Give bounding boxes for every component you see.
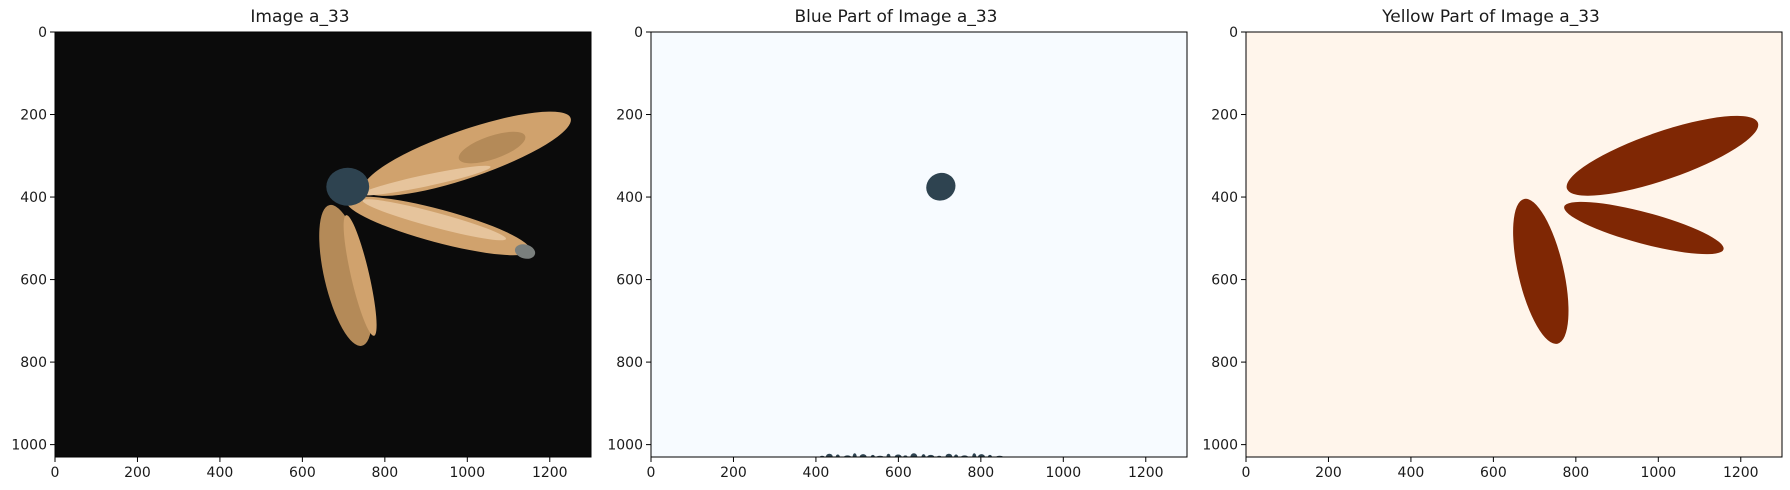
x-tick-label: 600	[1480, 465, 1507, 481]
x-tick-label: 800	[1562, 465, 1589, 481]
y-tick-label: 800	[20, 355, 47, 371]
y-tick-label: 400	[20, 190, 47, 206]
lower-petal	[319, 204, 373, 346]
image-area	[55, 32, 591, 457]
x-tick-label: 200	[1315, 465, 1342, 481]
noise-speck	[859, 454, 867, 457]
chart-title: Yellow Part of Image a_33	[1382, 7, 1600, 27]
y-tick-label: 200	[1211, 108, 1238, 124]
noise-speck	[972, 453, 977, 457]
y-tick-label: 1000	[11, 438, 47, 454]
upper-petal-highlight	[361, 165, 491, 196]
x-tick-label: 800	[967, 465, 994, 481]
y-tick-label: 1000	[607, 438, 643, 454]
noise-speck	[894, 454, 902, 457]
lower-petal-inner	[343, 215, 377, 336]
y-tick-label: 600	[1211, 273, 1238, 289]
y-tick-label: 0	[38, 25, 47, 41]
noise-speck	[835, 454, 840, 457]
noise-speck	[870, 454, 875, 457]
x-tick-label: 200	[124, 465, 151, 481]
x-tick-label: 1000	[1045, 465, 1081, 481]
x-tick-label: 0	[647, 465, 656, 481]
y-tick-label: 0	[634, 25, 643, 41]
noise-speck	[945, 453, 953, 457]
x-tick-label: 1200	[1128, 465, 1164, 481]
noise-speck	[987, 454, 992, 457]
noise-speck	[825, 453, 833, 457]
noise-speck	[910, 453, 918, 457]
noise-speck	[927, 454, 935, 457]
x-tick-label: 400	[1398, 465, 1425, 481]
y-tick-label: 1000	[1202, 438, 1238, 454]
y-tick-label: 600	[20, 273, 47, 289]
axes-frame	[1245, 31, 1783, 458]
x-tick-label: 400	[803, 465, 830, 481]
y-tick-label: 400	[1211, 190, 1238, 206]
y-tick-label: 200	[616, 108, 643, 124]
image-area	[651, 32, 1187, 457]
middle-petal	[1564, 201, 1724, 255]
x-tick-label: 1200	[1723, 465, 1759, 481]
noise-speck	[954, 454, 959, 457]
noise-speck	[921, 454, 926, 457]
axes-frame	[54, 31, 592, 458]
panel-blue-part: Blue Part of Image a_33 0 200 400 600 800 100…	[596, 0, 1196, 490]
y-tick-label: 800	[1211, 355, 1238, 371]
plot-blue-part: 0 200 400 600 800 1000 1200 0 200 400 600 800 1000	[607, 25, 1188, 481]
middle-petal-highlight	[362, 199, 507, 241]
x-tick-label: 0	[1242, 465, 1251, 481]
image-background	[651, 32, 1187, 457]
x-tick-label: 1000	[1640, 465, 1676, 481]
gray-tip	[514, 244, 536, 259]
chart-title: Image a_33	[250, 7, 350, 27]
y-tick-label: 400	[616, 190, 643, 206]
x-tick-label: 600	[885, 465, 912, 481]
lower-petal	[1513, 198, 1569, 344]
y-tick-label: 0	[1229, 25, 1238, 41]
axes-frame	[650, 31, 1188, 458]
image-area	[1246, 32, 1782, 457]
upper-petal-patch	[458, 131, 526, 164]
noise-speck	[977, 454, 985, 457]
blue-blob	[326, 167, 370, 206]
chart-title: Blue Part of Image a_33	[794, 7, 998, 27]
upper-petal	[1566, 115, 1759, 196]
y-tick-label: 200	[20, 108, 47, 124]
x-tick-label: 1200	[532, 465, 568, 481]
x-tick-label: 800	[371, 465, 398, 481]
blue-blob	[926, 172, 956, 201]
x-tick-label: 600	[289, 465, 316, 481]
x-tick-label: 0	[51, 465, 60, 481]
x-tick-label: 1000	[449, 465, 485, 481]
plot-image: 0 200 400 600 800 1000 1200 0 200 400 600 800 1000	[11, 25, 592, 481]
plot-yellow-part: 0 200 400 600 800 1000 1200 0 200 400 600 800 1000	[1202, 25, 1783, 481]
panel-image: Image a_33 0 200 400 600 800 1000 1200 0 200 400 6…	[0, 0, 600, 490]
x-tick-label: 200	[720, 465, 747, 481]
noise-speck	[886, 453, 891, 457]
panel-yellow-part: Yellow Part of Image a_33 0 200 400 600 800 1…	[1191, 0, 1790, 490]
y-tick-label: 600	[616, 273, 643, 289]
y-tick-label: 800	[616, 355, 643, 371]
noise-speck	[852, 453, 857, 457]
x-tick-label: 400	[207, 465, 234, 481]
